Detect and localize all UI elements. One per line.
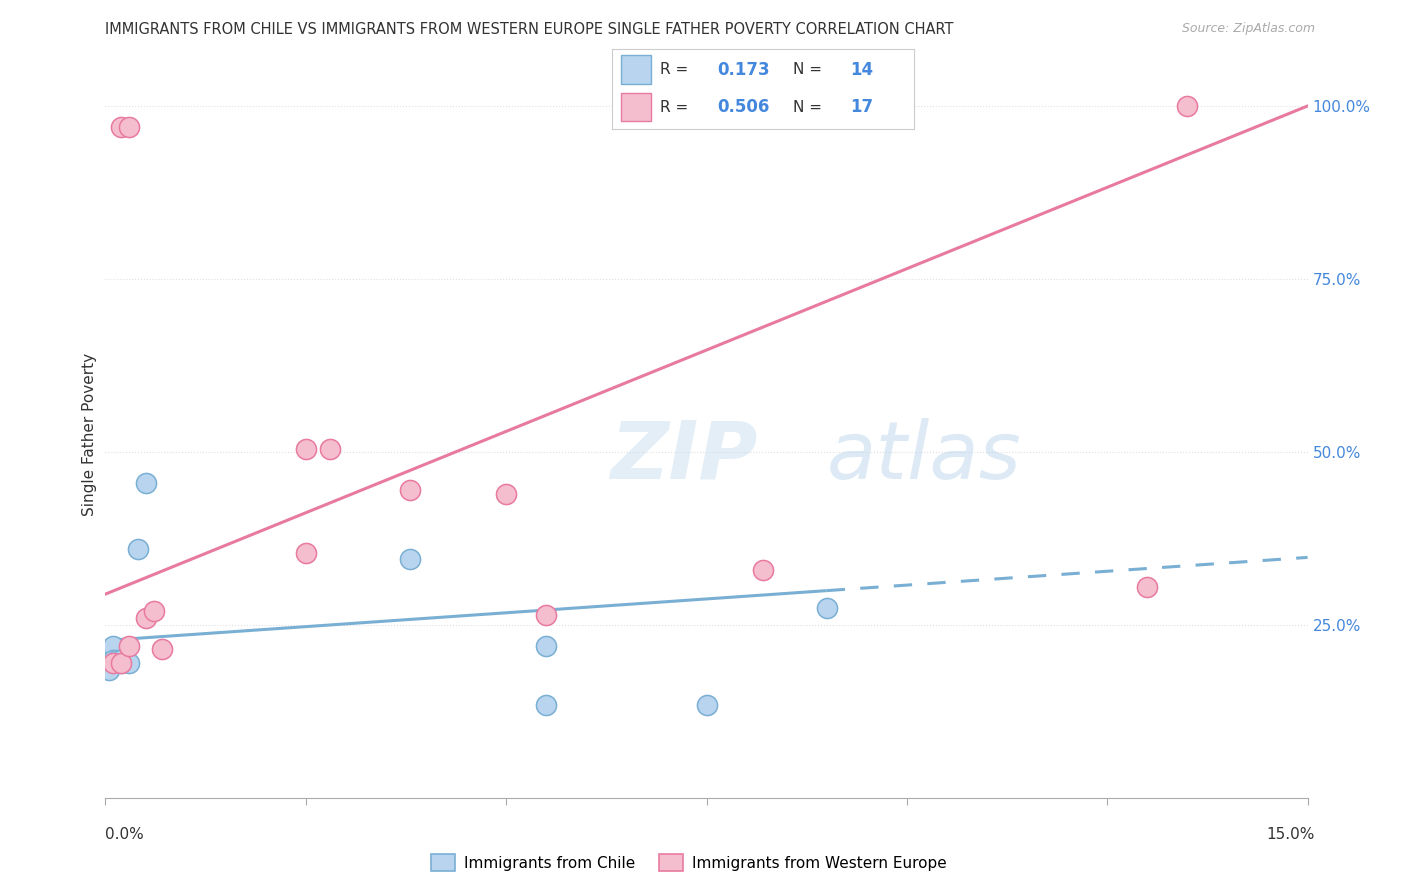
Point — [319, 442, 342, 456]
Point — [534, 607, 557, 622]
Point — [110, 657, 132, 671]
Point — [751, 563, 773, 577]
Point — [110, 653, 132, 667]
Y-axis label: Single Father Poverty: Single Father Poverty — [82, 353, 97, 516]
Text: N =: N = — [793, 100, 827, 115]
Point — [127, 542, 149, 557]
Point — [1177, 99, 1199, 113]
Point — [1136, 580, 1159, 594]
Text: 17: 17 — [851, 98, 873, 116]
Point — [103, 639, 125, 653]
Text: 0.173: 0.173 — [717, 61, 770, 78]
Text: IMMIGRANTS FROM CHILE VS IMMIGRANTS FROM WESTERN EUROPE SINGLE FATHER POVERTY CO: IMMIGRANTS FROM CHILE VS IMMIGRANTS FROM… — [105, 22, 953, 37]
Point — [142, 604, 165, 618]
Point — [295, 442, 318, 456]
Point — [103, 653, 125, 667]
Point — [495, 486, 517, 500]
Text: ZIP: ZIP — [610, 417, 758, 496]
Text: R =: R = — [659, 100, 693, 115]
Point — [118, 657, 141, 671]
Text: 0.506: 0.506 — [717, 98, 770, 116]
Bar — [620, 55, 651, 84]
Text: R =: R = — [659, 62, 693, 77]
Legend: Immigrants from Chile, Immigrants from Western Europe: Immigrants from Chile, Immigrants from W… — [425, 848, 953, 877]
Text: 0.0%: 0.0% — [105, 827, 145, 841]
Point — [399, 552, 422, 566]
Bar — [620, 94, 651, 121]
Point — [103, 657, 125, 671]
Point — [110, 657, 132, 671]
Point — [696, 698, 718, 712]
Point — [110, 120, 132, 134]
Point — [815, 601, 838, 615]
Point — [98, 663, 121, 677]
Text: 15.0%: 15.0% — [1267, 827, 1315, 841]
Text: N =: N = — [793, 62, 827, 77]
Text: Source: ZipAtlas.com: Source: ZipAtlas.com — [1181, 22, 1315, 36]
Point — [399, 483, 422, 498]
Text: atlas: atlas — [827, 417, 1022, 496]
Point — [135, 476, 157, 491]
Text: 14: 14 — [851, 61, 873, 78]
Point — [135, 611, 157, 625]
Point — [118, 120, 141, 134]
Point — [295, 545, 318, 559]
Point — [534, 639, 557, 653]
Point — [107, 653, 129, 667]
Point — [534, 698, 557, 712]
Point — [118, 639, 141, 653]
Point — [150, 642, 173, 657]
